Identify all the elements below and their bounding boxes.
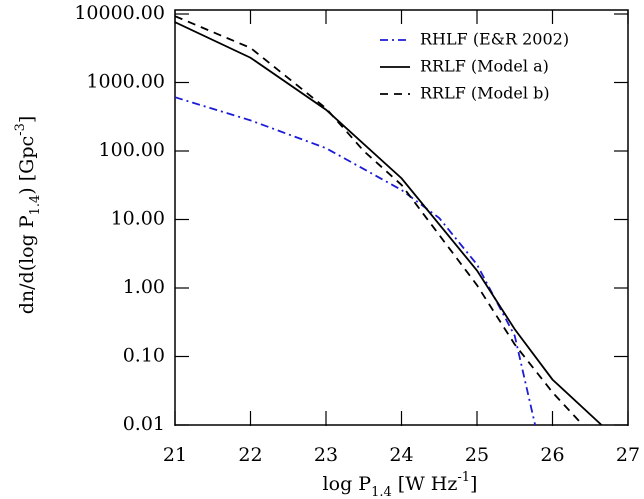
y-tick-label: 1.00: [123, 276, 165, 298]
y-axis-label: dn/d(log P1.4) [Gpc-3]: [13, 116, 43, 315]
x-tick-label: 23: [314, 444, 338, 466]
y-tick-label: 10000.00: [74, 2, 165, 24]
legend-label: RRLF (Model a): [420, 57, 549, 76]
legend-label: RHLF (E&R 2002): [420, 30, 569, 49]
x-tick-label: 25: [465, 444, 489, 466]
x-axis-label: log P1.4 [W Hz-1]: [323, 470, 478, 499]
x-tick-label: 26: [540, 444, 564, 466]
y-tick-label: 10.00: [111, 208, 165, 230]
y-tick-label: 0.10: [123, 345, 165, 367]
x-tick-label: 22: [238, 444, 262, 466]
plot-frame: [174, 9, 629, 426]
x-tick-label: 24: [389, 444, 413, 466]
legend-label: RRLF (Model b): [420, 84, 550, 103]
y-tick-label: 0.01: [123, 413, 165, 435]
x-tick-label: 27: [616, 444, 640, 466]
y-tick-label: 1000.00: [86, 71, 165, 93]
y-tick-label: 100.00: [99, 139, 165, 161]
series-line: [175, 15, 584, 425]
x-tick-label: 21: [163, 444, 187, 466]
series-line: [175, 21, 603, 425]
series-line: [175, 96, 537, 425]
